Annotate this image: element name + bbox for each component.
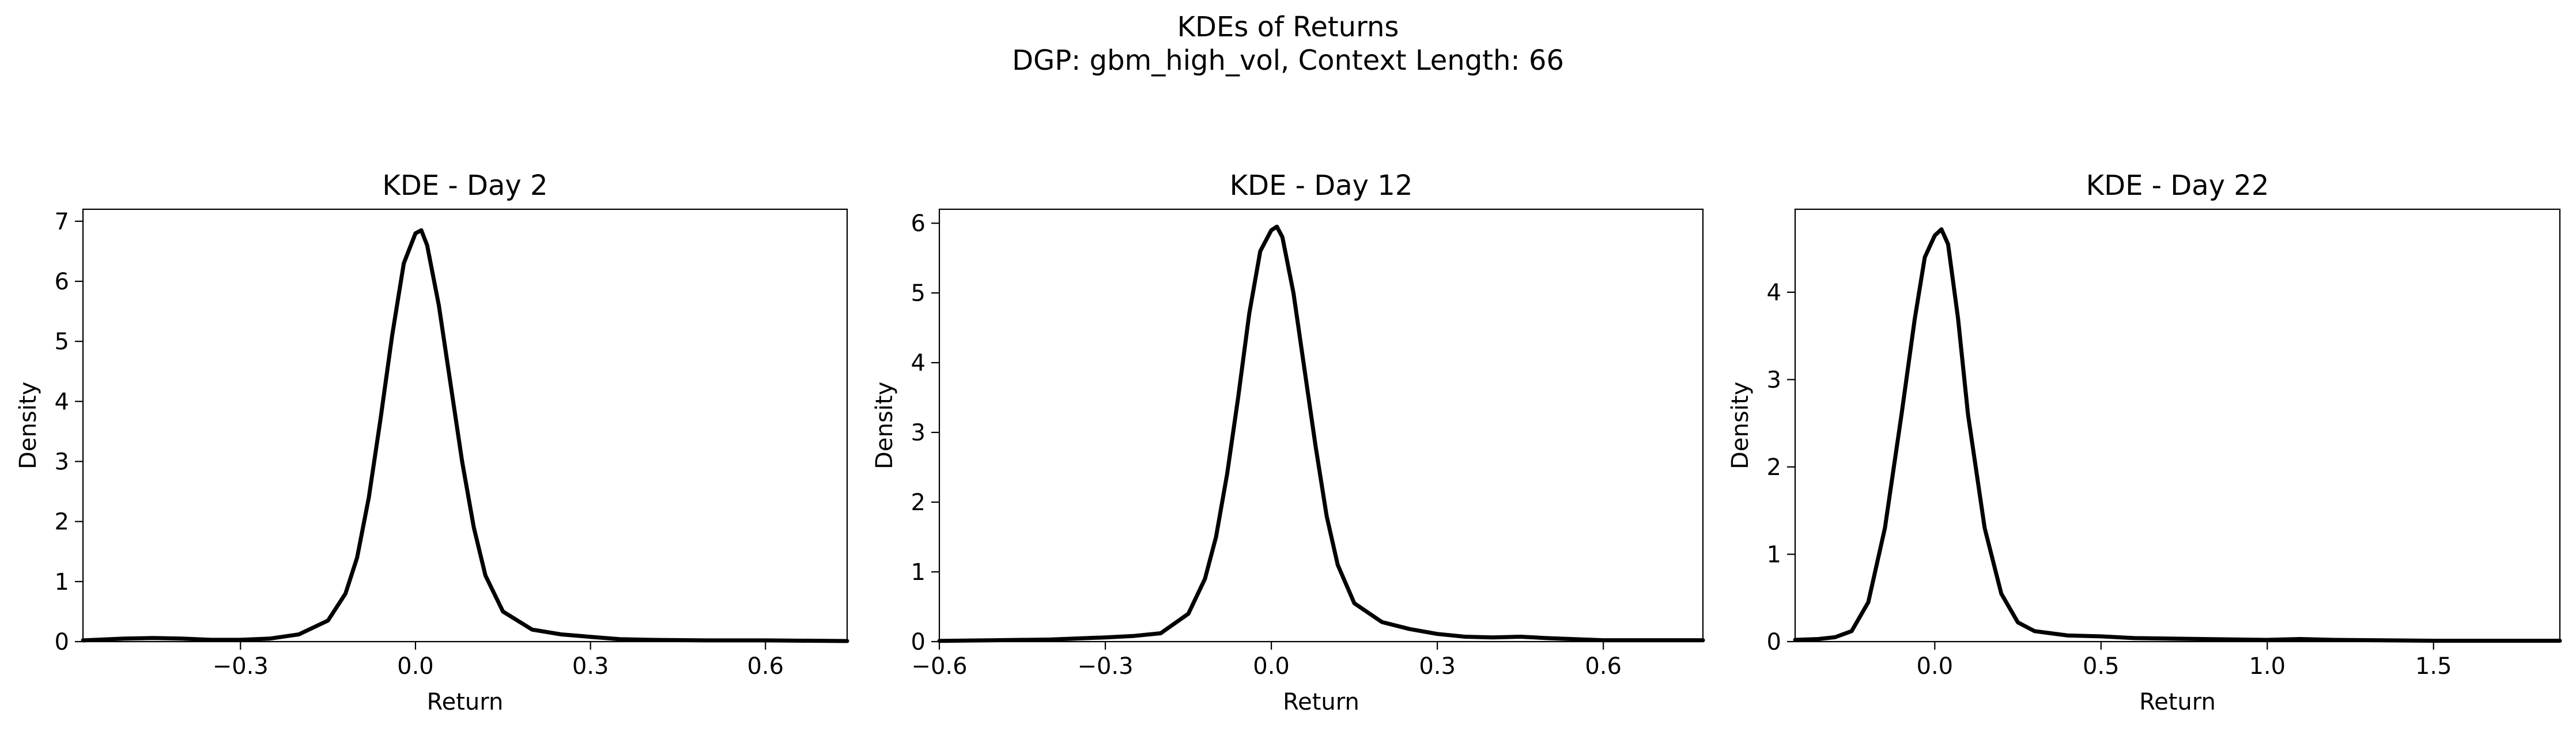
kde-curve xyxy=(1793,227,2562,643)
x-tick-label: −0.6 xyxy=(911,653,967,680)
x-tick-label: 0.0 xyxy=(1917,653,1954,680)
kde-panel-3: KDE - Day 22 0.0 0.5 1.0 1.5 0 1 2 3 4 Return Densi… xyxy=(1727,169,2562,715)
y-tick-label: 4 xyxy=(911,350,926,376)
y-tick-label: 0 xyxy=(911,629,926,655)
y-tick-label: 1 xyxy=(55,569,69,595)
x-axis-label: Return xyxy=(427,689,504,715)
x-tick-label: −0.3 xyxy=(213,653,269,680)
kde-curve xyxy=(937,224,1705,643)
y-tick-label: 5 xyxy=(911,280,926,307)
y-tick-label: 2 xyxy=(911,489,926,516)
y-tick-label: 0 xyxy=(1767,629,1781,655)
panel-title: KDE - Day 22 xyxy=(2086,169,2269,202)
y-tick-label: 4 xyxy=(1767,280,1781,306)
y-tick-label: 0 xyxy=(55,629,69,655)
y-tick-label: 4 xyxy=(55,389,69,415)
y-tick-label: 6 xyxy=(911,210,926,237)
figure-title-line-2: DGP: gbm_high_vol, Context Length: 66 xyxy=(1012,44,1564,77)
y-tick-label: 3 xyxy=(1767,367,1781,393)
x-axis-label: Return xyxy=(2139,689,2216,715)
y-axis-label: Density xyxy=(871,382,898,469)
x-tick-label: 0.6 xyxy=(747,653,784,680)
kde-curve xyxy=(81,228,849,643)
y-tick-label: 3 xyxy=(911,420,926,446)
y-tick-label: 1 xyxy=(911,559,926,586)
x-axis-label: Return xyxy=(1283,689,1359,715)
x-tick-label: 1.5 xyxy=(2415,653,2452,680)
x-tick-label: 0.5 xyxy=(2083,653,2120,680)
y-axis-label: Density xyxy=(15,382,41,469)
y-tick-label: 2 xyxy=(1767,454,1781,481)
axes-frame xyxy=(82,208,848,643)
y-tick-label: 6 xyxy=(55,269,69,295)
panel-title: KDE - Day 12 xyxy=(1230,169,1413,202)
y-tick-label: 1 xyxy=(1767,541,1781,568)
panel-title: KDE - Day 2 xyxy=(382,169,547,202)
y-tick-label: 5 xyxy=(55,329,69,355)
x-tick-label: 0.3 xyxy=(572,653,609,680)
x-tick-label: −0.3 xyxy=(1077,653,1133,680)
axes-frame xyxy=(1794,208,2561,643)
x-tick-label: 1.0 xyxy=(2249,653,2286,680)
y-tick-label: 2 xyxy=(55,509,69,536)
x-tick-label: 0.0 xyxy=(1253,653,1290,680)
x-tick-label: 0.6 xyxy=(1585,653,1622,680)
x-tick-label: 0.0 xyxy=(397,653,434,680)
figure-title-line-1: KDEs of Returns xyxy=(1177,11,1399,43)
axes-frame xyxy=(938,208,1704,643)
y-tick-label: 7 xyxy=(55,209,69,235)
y-axis-label: Density xyxy=(1727,382,1754,469)
y-tick-label: 3 xyxy=(55,449,69,476)
kde-panel-2: KDE - Day 12 −0.6 −0.3 0.0 0.3 0.6 0 1 2 3 4 5 6 Retu… xyxy=(871,169,1705,715)
x-tick-label: 0.3 xyxy=(1419,653,1456,680)
figure-title: KDEs of Returns DGP: gbm_high_vol, Conte… xyxy=(0,10,2576,77)
kde-panel-1: KDE - Day 2 −0.3 0.0 0.3 0.6 0 1 2 3 4 5 6 7 Return De… xyxy=(15,169,849,715)
